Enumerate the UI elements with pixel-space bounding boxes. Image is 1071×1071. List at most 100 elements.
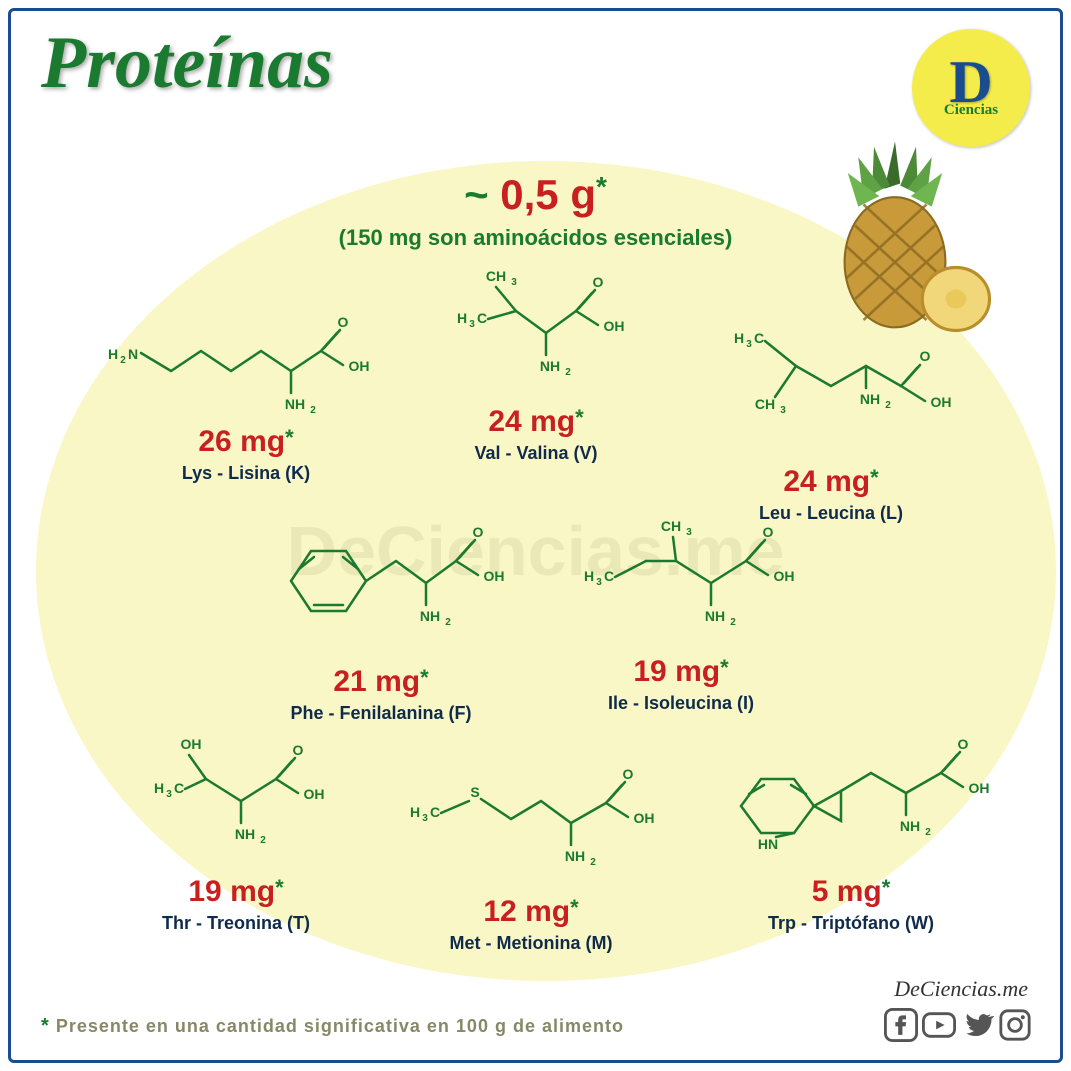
svg-text:2: 2 [730,617,736,628]
svg-text:2: 2 [565,367,571,378]
svg-text:NH: NH [420,608,440,624]
svg-text:3: 3 [746,339,752,350]
svg-text:NH: NH [285,396,305,412]
svg-text:2: 2 [925,827,931,838]
svg-text:OH: OH [484,568,505,584]
structure-val: CH3 H3C NH2 O OH [411,261,661,401]
footnote-star: * [41,1015,50,1037]
svg-text:H: H [154,780,164,796]
svg-text:O: O [958,736,969,752]
amino-value: 24 mg* [411,405,661,439]
amino-name: Met - Metionina (M) [381,933,681,954]
amino-leu: H3C CH3 NH2 O OH 24 mg* Leu - Leucina (L… [691,311,971,524]
svg-text:C: C [174,780,184,796]
svg-text:C: C [604,568,614,584]
amino-name: Lys - Lisina (K) [81,463,411,484]
structure-lys: H2N NH2 O OH [81,301,411,421]
footnote: * Presente en una cantidad significativa… [41,1015,624,1038]
svg-text:3: 3 [780,405,786,416]
svg-text:OH: OH [349,358,370,374]
svg-text:3: 3 [596,577,602,588]
amino-value: 26 mg* [81,425,411,459]
amino-name: Trp - Triptófano (W) [701,913,1001,934]
svg-text:NH: NH [235,826,255,842]
svg-text:H: H [410,804,420,820]
amino-value: 24 mg* [691,465,971,499]
logo-sub: Ciencias [944,102,998,119]
svg-text:C: C [430,804,440,820]
amino-thr: OH H3C NH 2 O OH 19 mg* Thr - Treonina (T… [121,731,351,934]
instagram-icon[interactable] [998,1008,1032,1042]
logo-letter: D [949,58,992,106]
svg-text:OH: OH [931,394,952,410]
svg-text:H: H [734,330,744,346]
svg-text:OH: OH [604,318,625,334]
svg-text:2: 2 [590,857,596,868]
structure-thr: OH H3C NH 2 O OH [121,731,351,871]
amino-value: 19 mg* [551,655,811,689]
svg-text:2: 2 [120,355,126,366]
svg-text:NH: NH [900,818,920,834]
amino-name: Thr - Treonina (T) [121,913,351,934]
svg-text:2: 2 [445,617,451,628]
svg-text:NH: NH [540,358,560,374]
amino-value: 19 mg* [121,875,351,909]
svg-text:3: 3 [511,277,517,288]
svg-text:OH: OH [304,786,325,802]
svg-text:NH: NH [860,391,880,407]
amino-phe: NH2 O OH 21 mg* Phe - Fenilalanina (F) [241,511,521,724]
svg-text:H: H [584,568,594,584]
svg-text:OH: OH [181,736,202,752]
svg-text:N: N [128,346,138,362]
svg-text:O: O [763,524,774,540]
svg-text:H: H [457,310,467,326]
amino-met: H3C S NH 2 O OH 12 mg* Met - Metionina (M… [381,761,681,954]
svg-text:O: O [623,766,634,782]
svg-text:2: 2 [260,835,266,846]
svg-text:OH: OH [634,810,655,826]
svg-text:3: 3 [422,813,428,824]
structure-trp: HN NH2 O OH [701,721,1001,871]
protein-total: 0,5 g [500,171,596,218]
svg-text:H: H [108,346,118,362]
amino-trp: HN NH2 O OH 5 mg* Trp - Triptófano (W) [701,721,1001,934]
social-icons [884,1008,1032,1042]
svg-text:NH: NH [565,848,585,864]
svg-text:OH: OH [774,568,795,584]
svg-text:O: O [920,348,931,364]
amino-value: 12 mg* [381,895,681,929]
svg-text:C: C [477,310,487,326]
site-url: DeCiencias.me [894,976,1028,1002]
main-star: * [596,171,607,202]
brand-logo: D Ciencias [912,29,1030,147]
amino-name: Phe - Fenilalanina (F) [241,703,521,724]
svg-text:CH: CH [755,396,775,412]
amino-name: Val - Valina (V) [411,443,661,464]
frame: Proteínas D Ciencias [8,8,1063,1063]
pineapple-image [790,131,1000,341]
svg-text:CH: CH [661,518,681,534]
structure-phe: NH2 O OH [241,511,521,661]
page-title: Proteínas [41,21,333,106]
svg-text:C: C [754,330,764,346]
amino-value: 21 mg* [241,665,521,699]
structure-ile: H3C CH3 NH2 O OH [551,511,811,651]
svg-text:3: 3 [469,319,475,330]
amino-val: CH3 H3C NH2 O OH 24 mg* Val - Valina (V) [411,261,661,464]
svg-text:2: 2 [885,400,891,411]
footnote-text: Presente en una cantidad significativa e… [56,1016,624,1036]
amino-value: 5 mg* [701,875,1001,909]
svg-text:3: 3 [166,789,172,800]
youtube-icon[interactable] [922,1008,956,1042]
svg-text:O: O [293,742,304,758]
svg-text:NH: NH [705,608,725,624]
amino-lys: H2N NH2 O OH 26 mg* Lys - Lisina (K) [81,301,411,484]
svg-text:S: S [470,784,479,800]
svg-text:2: 2 [310,405,316,416]
twitter-icon[interactable] [960,1008,994,1042]
tilde: ~ [464,171,489,218]
facebook-icon[interactable] [884,1008,918,1042]
svg-text:3: 3 [686,527,692,538]
svg-text:CH: CH [486,268,506,284]
amino-ile: H3C CH3 NH2 O OH 19 mg* Ile - Isoleucina… [551,511,811,714]
